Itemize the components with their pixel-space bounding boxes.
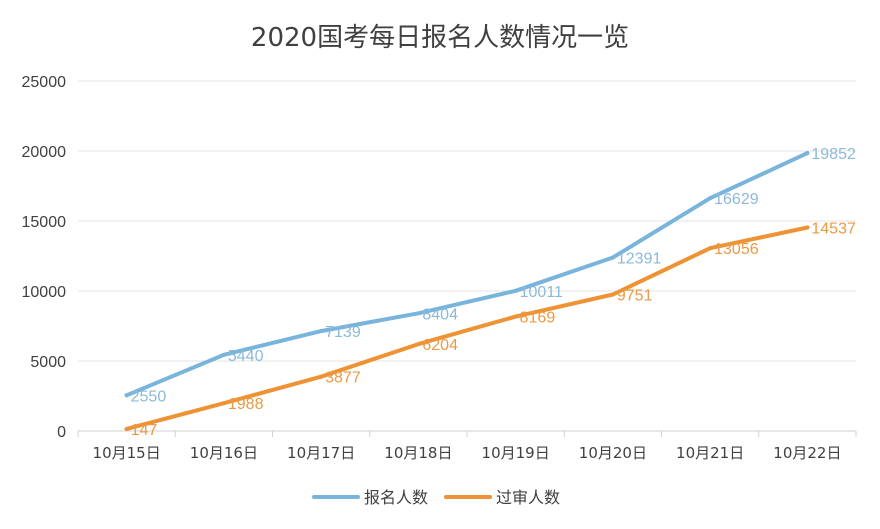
data-point: [221, 401, 226, 406]
data-label: 8169: [520, 310, 556, 327]
x-tick-label: 10月19日: [482, 444, 550, 462]
x-tick-label: 10月21日: [676, 444, 744, 462]
data-label: 12391: [617, 251, 662, 268]
y-tick-label: 20000: [22, 144, 67, 161]
x-axis: 10月15日 10月16日 10月17日 10月18日 10月19日 10月20日 10月2…: [93, 444, 842, 462]
y-tick-label: 25000: [22, 74, 67, 91]
data-label: 5440: [228, 348, 264, 365]
x-tick-label: 10月20日: [579, 444, 647, 462]
legend: 报名人数 过审人数: [312, 488, 560, 507]
data-point: [319, 329, 324, 334]
y-axis: 0 5000 10000 15000 20000 25000: [22, 74, 67, 441]
data-point: [805, 225, 810, 230]
y-tick-label: 5000: [30, 354, 66, 371]
data-label: 14537: [811, 220, 856, 237]
data-label: 1988: [228, 396, 264, 413]
data-point: [124, 426, 129, 431]
data-point: [221, 352, 226, 357]
y-tick-label: 10000: [22, 284, 67, 301]
data-label: 7139: [325, 324, 361, 341]
series-line-1: [124, 151, 810, 398]
y-tick-label: 15000: [22, 214, 67, 231]
data-label: 8404: [422, 306, 458, 323]
data-label: 3877: [325, 370, 361, 387]
x-tick-label: 10月16日: [190, 444, 258, 462]
data-point: [805, 151, 810, 156]
data-point: [708, 246, 713, 251]
data-point: [319, 374, 324, 379]
data-label: 19852: [811, 146, 856, 163]
data-point: [610, 255, 615, 260]
chart-title: 2020国考每日报名人数情况一览: [251, 23, 629, 53]
data-label: 10011: [520, 284, 563, 301]
data-label: 9751: [617, 287, 653, 304]
data-label: 13056: [714, 241, 759, 258]
x-tick-label: 10月17日: [287, 444, 355, 462]
data-point: [513, 288, 518, 293]
data-label: 147: [131, 422, 158, 439]
data-point: [610, 292, 615, 297]
data-labels: 2550 5440 7139 8404 10011 12391 16629 19852 147 1…: [131, 146, 856, 439]
data-label: 16629: [714, 191, 759, 208]
y-tick-label: 0: [57, 424, 66, 441]
x-tick-label: 10月22日: [773, 444, 841, 462]
series-line-2: [124, 225, 810, 431]
data-label: 2550: [131, 388, 167, 405]
data-point: [513, 314, 518, 319]
data-label: 6204: [422, 337, 458, 354]
x-tick-label: 10月15日: [93, 444, 161, 462]
legend-label-2: 过审人数: [496, 488, 560, 507]
series-lines: [124, 151, 810, 431]
data-point: [708, 196, 713, 201]
legend-label-1: 报名人数: [364, 488, 428, 507]
data-point: [416, 311, 421, 316]
x-tick-label: 10月18日: [384, 444, 452, 462]
gridlines: [77, 80, 857, 437]
data-point: [416, 342, 421, 347]
data-point: [124, 393, 129, 398]
